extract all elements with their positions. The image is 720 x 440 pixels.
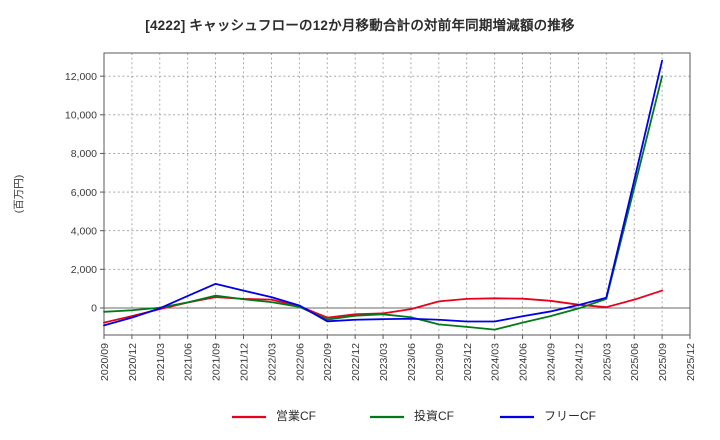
- x-tick-label: 2023/09: [434, 343, 446, 381]
- legend-label-フリーCF[interactable]: フリーCF: [544, 409, 596, 423]
- legend-label-投資CF[interactable]: 投資CF: [414, 408, 454, 423]
- series-line-フリーCF: [103, 59, 663, 327]
- y-tick-label: 2,000: [71, 264, 97, 276]
- x-tick-label: 2024/09: [545, 343, 557, 381]
- x-tick-label: 2025/12: [685, 343, 697, 381]
- y-axis-label: (百万円): [13, 175, 25, 214]
- chart-title: [4222] キャッシュフローの12か月移動合計の対前年同期増減額の推移: [145, 18, 575, 33]
- y-tick-label: 8,000: [71, 148, 97, 160]
- legend-label-営業CF[interactable]: 営業CF: [276, 409, 316, 423]
- x-tick-label: 2025/03: [601, 343, 613, 381]
- y-axis-title: (百万円): [13, 175, 25, 214]
- y-tick-label: 4,000: [71, 225, 97, 237]
- y-tick-label: 0: [91, 303, 97, 315]
- gridlines: [103, 53, 691, 335]
- x-tick-label: 2023/06: [406, 343, 418, 381]
- x-tick-label: 2021/12: [239, 343, 251, 381]
- x-tick-label: 2024/06: [518, 343, 530, 381]
- plot-frame: [103, 52, 691, 336]
- x-tick-label: 2023/03: [378, 343, 390, 381]
- x-tick-label: 2024/03: [490, 343, 502, 381]
- x-tick-label: 2022/03: [266, 343, 278, 381]
- x-tick-label: 2022/12: [350, 343, 362, 381]
- x-tick-label: 2022/09: [322, 343, 334, 381]
- y-tick-label: 10,000: [65, 110, 97, 122]
- series-line-投資CF: [103, 75, 663, 331]
- x-tick-label: 2021/09: [211, 343, 223, 381]
- x-tick-label: 2021/06: [183, 343, 195, 381]
- x-tick-label: 2020/12: [127, 343, 139, 381]
- x-tick-label: 2021/03: [155, 343, 167, 381]
- x-axis-ticks: 2020/09 2020/12 2021/03 2021/06 2021/09 2021/…: [99, 335, 697, 381]
- chart-legend[interactable]: 営業CF 投資CF フリーCF: [232, 408, 596, 423]
- y-axis-ticks: 0 2,000 4,000 6,000 8,000 10,000 12,000: [65, 71, 104, 315]
- x-tick-label: 2025/06: [629, 343, 641, 381]
- series-lines: [103, 59, 663, 331]
- x-tick-label: 2020/09: [99, 343, 111, 381]
- x-tick-label: 2022/06: [294, 343, 306, 381]
- x-tick-label: 2023/12: [462, 343, 474, 381]
- y-tick-label: 12,000: [65, 71, 97, 83]
- x-tick-label: 2025/09: [657, 343, 669, 381]
- x-tick-label: 2024/12: [573, 343, 585, 381]
- y-tick-label: 6,000: [71, 187, 97, 199]
